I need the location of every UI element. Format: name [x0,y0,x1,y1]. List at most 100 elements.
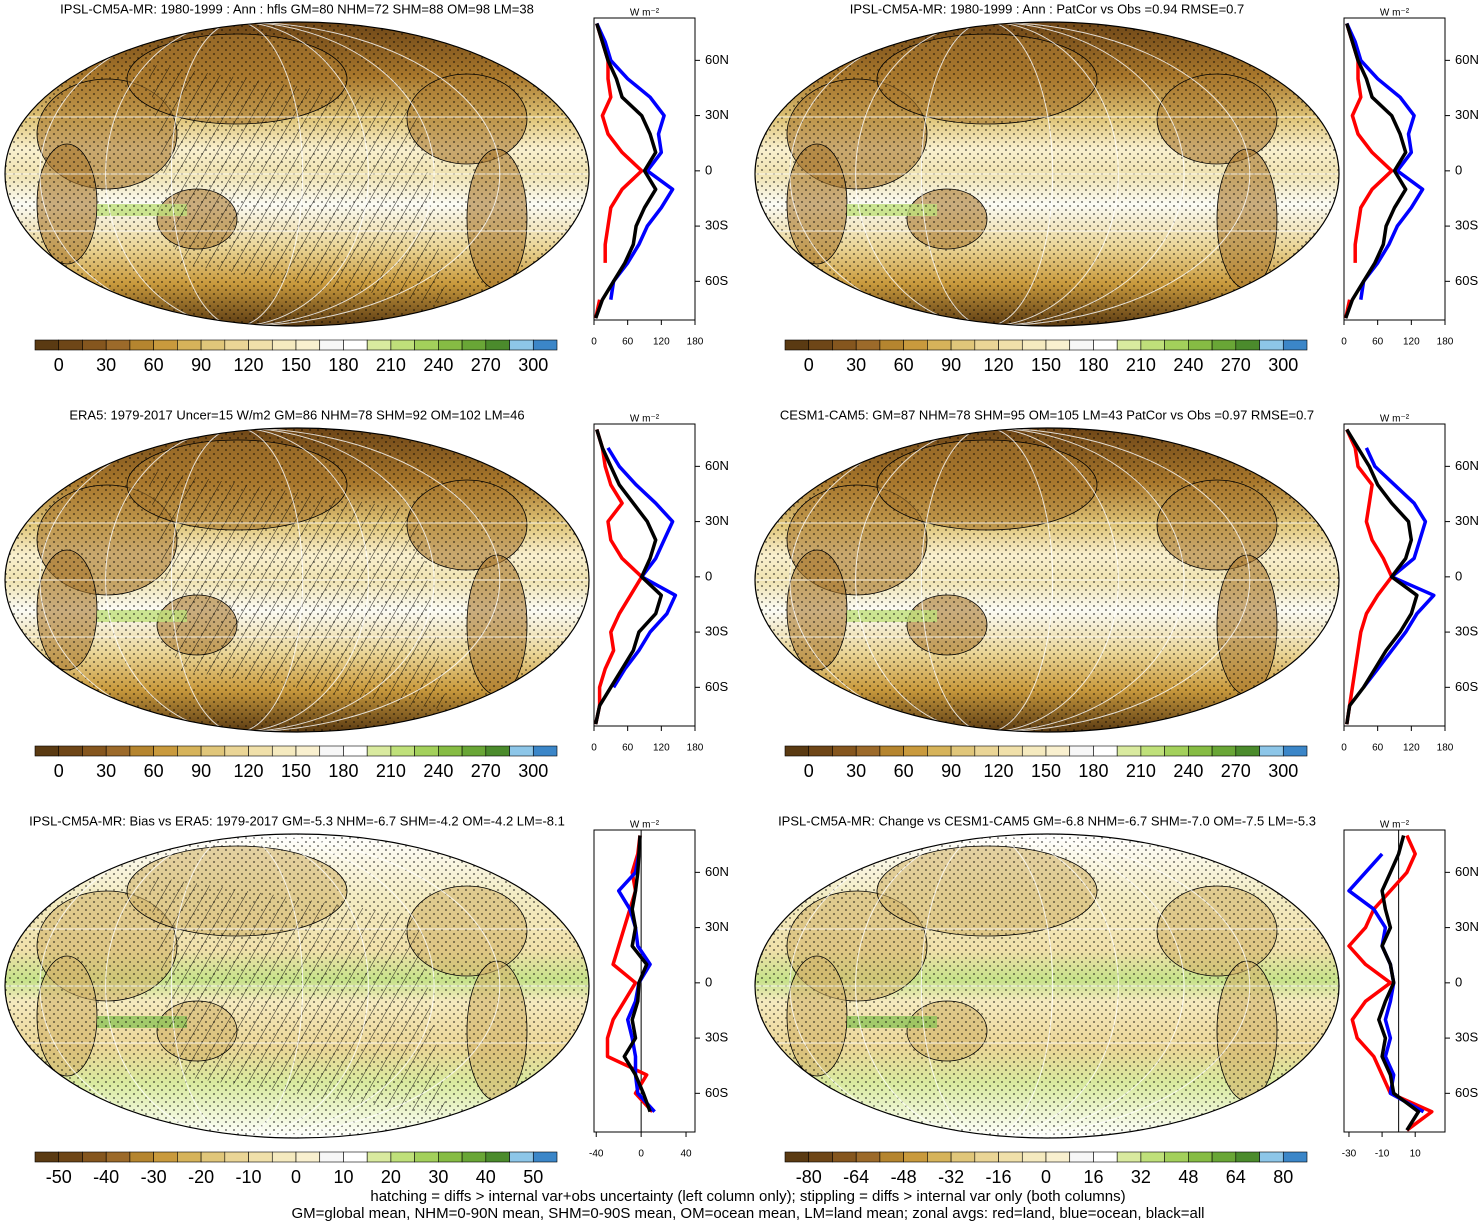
colorbar-box [532,745,558,757]
colorbar-box [271,339,297,351]
colorbar-box [105,339,131,351]
value-tick-label: 0 [591,337,597,348]
hatching [147,470,447,710]
colorbar-box [1116,1151,1142,1163]
colorbar-box [509,339,534,351]
colorbar-box [832,1151,857,1163]
map [754,21,1340,327]
colorbar-label: 0 [54,761,64,781]
colorbar-box [153,339,178,351]
lat-tick-label: 60S [705,273,728,288]
map-outline [754,833,1340,1139]
lat-tick-label: 0 [1455,974,1462,989]
colorbar-label: 150 [1031,355,1061,375]
lat-tick-label: 30N [1455,513,1479,528]
colorbar-box [153,745,178,757]
colorbar-label: 90 [941,761,961,781]
colorbar-box [1235,339,1260,351]
colorbar-box [200,1151,226,1163]
lat-tick-label: 60N [1455,52,1479,67]
colorbar-box [390,339,415,351]
colorbar-box [1045,1151,1071,1163]
colorbar-label: 270 [1221,761,1251,781]
map-outline [4,21,590,327]
colorbar-box [832,745,857,757]
lat-tick-label: 60N [705,458,729,473]
colorbar-box [343,339,368,351]
colorbar-label: 0 [54,355,64,375]
colorbar-box [974,339,999,351]
colorbar-box [784,339,810,351]
colorbar-box [808,339,833,351]
value-tick-label: -40 [589,1149,604,1160]
colorbar-box [82,745,107,757]
colorbar-box [224,339,249,351]
colorbar-box [903,339,928,351]
colorbar-label: 120 [984,761,1014,781]
colorbar-box [509,745,534,757]
colorbar-box [1093,1151,1118,1163]
colorbar-label: 240 [1173,355,1203,375]
colorbar-label: -40 [93,1167,119,1187]
lat-tick-label: 30S [705,218,728,233]
colorbar-box [224,1151,249,1163]
value-tick-label: 0 [1341,743,1347,754]
colorbar-box [1164,1151,1189,1163]
lat-tick-label: 0 [1455,162,1462,177]
colorbar-box [1211,339,1237,351]
colorbar-box [1069,1151,1094,1163]
colorbar-label: 90 [191,761,211,781]
colorbar-label: 20 [381,1167,401,1187]
colorbar-box [461,745,487,757]
colorbar-box [927,339,952,351]
colorbar-box [248,1151,273,1163]
unit-label: W m⁻² [1380,414,1410,425]
colorbar-box [1045,745,1071,757]
colorbar-box [1021,339,1047,351]
colorbar-box [390,745,415,757]
colorbar-box [903,745,928,757]
colorbar-box [1211,745,1237,757]
colorbar-label: 300 [1268,761,1298,781]
stippling [755,834,1339,1138]
zonal-line [1345,22,1425,300]
colorbar-label: 150 [281,761,311,781]
colorbar-box [129,1151,154,1163]
colorbar-box [532,1151,558,1163]
colorbar-box [1164,339,1189,351]
zonal-line [1362,447,1436,689]
lat-tick-label: 0 [705,568,712,583]
footer: hatching = diffs > internal var+obs unce… [291,1188,1204,1221]
colorbar-box [784,1151,810,1163]
colorbar-box [248,745,273,757]
lat-tick-label: 0 [705,162,712,177]
colorbar-box [366,745,392,757]
zonal-line [593,428,664,725]
profile-frame [593,829,696,1133]
value-tick-label: 60 [622,743,634,754]
value-tick-label: 0 [638,1149,644,1160]
colorbar-label: 90 [941,355,961,375]
colorbar-label: 0 [804,355,814,375]
lat-tick-label: 30S [1455,218,1478,233]
value-tick-label: 120 [1403,743,1420,754]
value-tick-label: -30 [1342,1149,1357,1160]
colorbar-box [974,745,999,757]
value-tick-label: 180 [687,337,704,348]
colorbar-label: 64 [1226,1167,1246,1187]
colorbar-box [1282,745,1308,757]
colorbar-box [177,745,202,757]
colorbar-box [319,1151,344,1163]
colorbar-label: -32 [938,1167,964,1187]
colorbar-label: 270 [471,355,501,375]
colorbar-box [414,745,439,757]
colorbar-label: -64 [843,1167,869,1187]
colorbar-box [248,339,273,351]
colorbar-label: 150 [1031,761,1061,781]
colorbar-label: 300 [1268,355,1298,375]
colorbar-label: -80 [796,1167,822,1187]
value-tick-label: 0 [591,743,597,754]
value-tick-label: 60 [1372,337,1384,348]
colorbar-box [855,745,881,757]
colorbar-box [509,1151,534,1163]
